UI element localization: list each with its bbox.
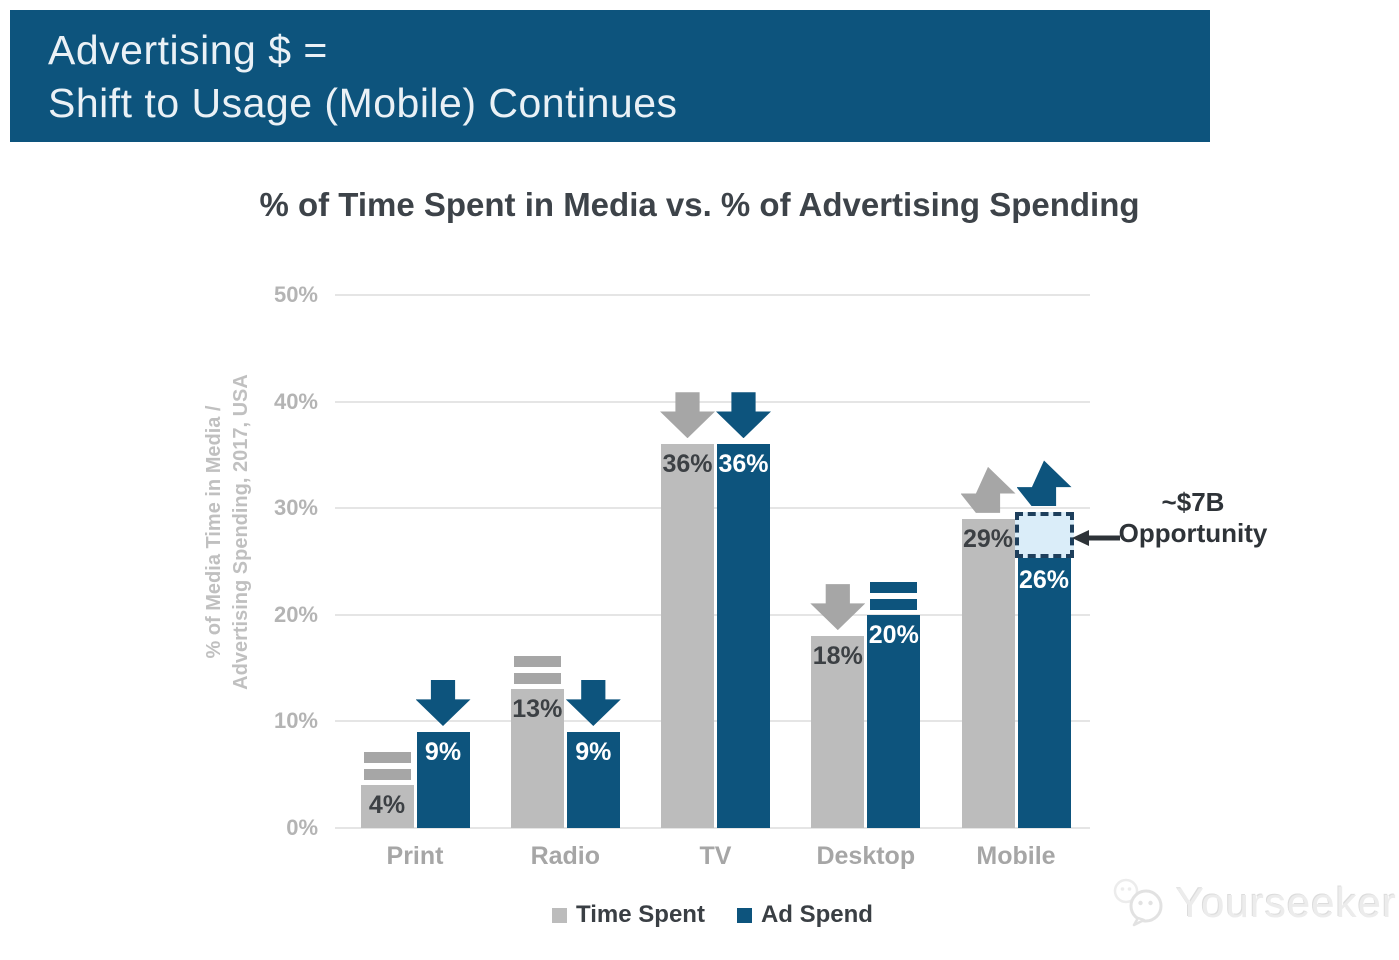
gridline <box>335 294 1090 296</box>
x-axis-label-mobile: Mobile <box>976 842 1056 870</box>
trend-up-arrow-icon <box>960 466 1016 513</box>
bar-value-label: 9% <box>575 738 612 767</box>
trend-down-arrow-icon <box>716 392 771 439</box>
trend-down-arrow-icon <box>660 392 715 439</box>
legend-item-ad-spend: Ad Spend <box>736 901 873 929</box>
bar-time-spent-mobile <box>961 518 1015 828</box>
equal-stripe <box>513 656 561 668</box>
trend-down-arrow-icon <box>565 680 621 727</box>
trend-equal-icon <box>513 656 561 685</box>
bar-time-spent-desktop <box>811 636 865 828</box>
equal-stripe <box>870 598 918 610</box>
watermark-text: Yourseeker <box>1176 879 1397 926</box>
bar-time-spent-print <box>360 785 414 828</box>
x-axis-label-tv: TV <box>699 842 732 870</box>
legend-label: Ad Spend <box>760 901 873 928</box>
equal-stripe <box>363 752 411 764</box>
bar-ad-spend-desktop <box>867 614 921 828</box>
legend: Time Spent Ad Spend <box>335 901 1090 929</box>
y-tick-label: 30% <box>273 495 318 521</box>
y-tick-label: 40% <box>273 388 318 414</box>
chart-title: % of Time Spent in Media vs. % of Advert… <box>259 186 1140 223</box>
x-axis-label-desktop: Desktop <box>816 842 916 870</box>
trend-equal-icon <box>363 752 411 781</box>
opportunity-annotation: ~$7B Opportunity <box>1118 487 1268 548</box>
x-axis-label-radio: Radio <box>530 842 601 870</box>
bar-value-label: 13% <box>512 695 563 724</box>
trend-down-arrow-icon <box>415 680 471 727</box>
banner-line2: Shift to Usage (Mobile) Continues <box>48 80 678 127</box>
y-tick-label: 10% <box>273 708 318 734</box>
equal-stripe <box>513 673 561 685</box>
bar-ad-spend-tv <box>717 444 770 828</box>
bar-ad-spend-print <box>416 732 470 828</box>
bar-value-label: 36% <box>662 450 713 479</box>
bar-ad-spend-mobile <box>1017 550 1071 828</box>
y-tick-label: 20% <box>273 601 318 627</box>
opportunity-amount: ~$7B <box>1161 487 1225 517</box>
legend-item-time-spent: Time Spent <box>552 901 705 929</box>
bar-value-label: 4% <box>368 791 406 820</box>
bar-value-label: 20% <box>868 620 919 649</box>
gridline <box>335 400 1090 403</box>
bar-time-spent-radio <box>510 689 564 828</box>
opportunity-pointer-arrow-icon <box>1072 530 1120 546</box>
legend-swatch <box>736 907 752 923</box>
bar-time-spent-tv <box>661 444 714 828</box>
bar-value-label: 18% <box>812 642 863 671</box>
slide-title-banner: Advertising $ = Shift to Usage (Mobile) … <box>10 10 1210 142</box>
gridline <box>335 827 1090 829</box>
bar-value-label: 9% <box>424 738 462 767</box>
bar-value-label: 29% <box>962 524 1014 553</box>
legend-swatch <box>552 907 568 923</box>
opportunity-label: Opportunity <box>1118 517 1268 548</box>
trend-equal-icon <box>870 581 918 610</box>
x-axis-label-print: Print <box>386 842 444 870</box>
legend-label: Time Spent <box>576 901 705 928</box>
bar-value-label: 36% <box>718 450 769 479</box>
y-tick-label: 50% <box>273 282 318 307</box>
equal-stripe <box>363 769 411 781</box>
watermark: Yourseeker <box>1108 874 1397 932</box>
opportunity-dashed-box <box>1014 512 1074 558</box>
equal-stripe <box>870 581 918 593</box>
bar-ad-spend-radio <box>566 732 620 828</box>
banner-line1: Advertising $ = <box>48 27 328 73</box>
trend-down-arrow-icon <box>810 584 866 631</box>
bar-value-label: 26% <box>1018 565 1070 594</box>
y-tick-label: 0% <box>286 815 318 840</box>
chat-bubbles-logo-icon <box>1113 878 1163 927</box>
trend-up-arrow-icon <box>1016 460 1072 507</box>
